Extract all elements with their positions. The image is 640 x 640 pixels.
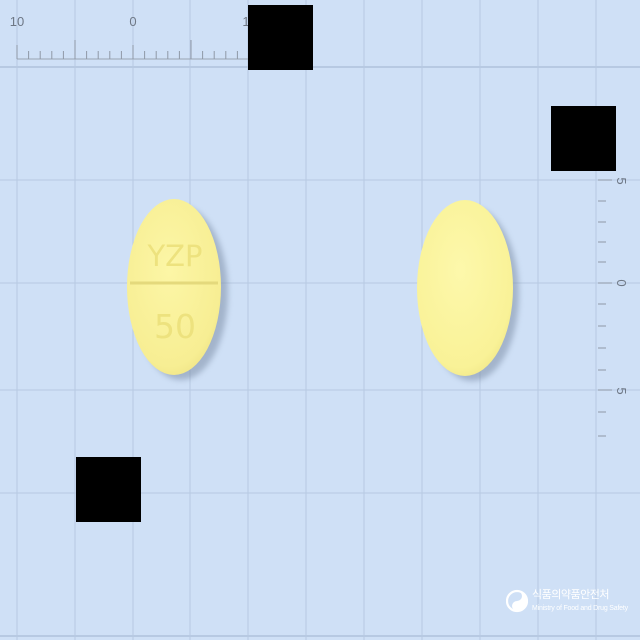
redaction-box-top (248, 5, 313, 70)
tablet-front-body (127, 199, 221, 375)
redaction-box-right (551, 106, 616, 171)
right-ruler-label-5-bottom: 5 (614, 387, 629, 394)
right-ruler-ticks (598, 179, 612, 437)
right-ruler: 5 0 5 (598, 177, 629, 437)
top-ruler-label-10: 10 (10, 14, 24, 29)
right-ruler-label-5-top: 5 (614, 177, 629, 184)
tablet-front: YZP 50 (127, 199, 228, 380)
tablet-front-imprint-bottom: 50 (154, 307, 196, 346)
top-ruler-label-1: 1 (242, 14, 249, 29)
mfds-watermark-logo: 식품의약품안전처 Ministry of Food and Drug Safet… (506, 584, 630, 624)
top-ruler: 10 0 1 (10, 14, 250, 60)
tablet-back-body (417, 200, 513, 376)
right-ruler-label-0: 0 (614, 279, 629, 286)
mfds-emblem-icon (506, 589, 528, 613)
top-ruler-label-0: 0 (129, 14, 136, 29)
mfds-korean-name: 식품의약품안전처 (532, 588, 609, 601)
tablet-front-imprint-top: YZP (146, 239, 202, 273)
mfds-english-name: Ministry of Food and Drug Safety (532, 605, 628, 612)
tablet-back (417, 200, 519, 381)
redaction-box-left (76, 457, 141, 522)
